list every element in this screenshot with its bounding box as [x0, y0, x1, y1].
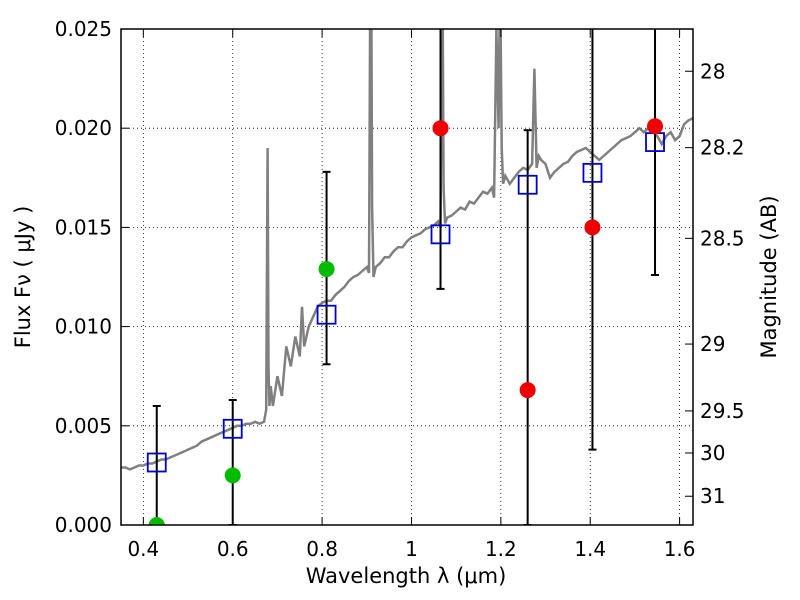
- observed-point-green: [318, 261, 335, 278]
- mag-tick-label: 28.2: [700, 136, 745, 160]
- error-bars: [152, 29, 660, 525]
- observed-point-green: [224, 467, 241, 484]
- model-band-square: [582, 162, 603, 183]
- plot-frame: [120, 28, 694, 526]
- x-axis-title: Wavelength λ (μm): [306, 564, 507, 588]
- model-band-square: [146, 452, 167, 473]
- mag-tick-label: 29.5: [700, 399, 745, 423]
- model-band-square: [222, 418, 243, 439]
- x-tick-label: 1.6: [664, 537, 696, 561]
- y-tick-label: 0.005: [55, 414, 112, 438]
- observed-point-red: [519, 382, 536, 399]
- mag-tick-label: 28: [700, 59, 725, 83]
- y-tick-label: 0.000: [55, 513, 112, 537]
- observed-point-red: [647, 118, 664, 135]
- x-tick-label: 1: [405, 537, 418, 561]
- model-spectrum-line: [121, 29, 693, 471]
- grid-lines: [121, 28, 693, 526]
- right-axis-title: Magnitude (AB): [757, 195, 781, 358]
- mag-tick-label: 31: [700, 484, 725, 508]
- x-tick-label: 0.8: [306, 537, 338, 561]
- model-band-square: [316, 304, 337, 325]
- plot-area: [121, 29, 693, 525]
- model-band-square: [430, 224, 451, 245]
- axis-ticks: 0.4 0.6 0.8 1 1.2 1.4 1.6 0.000 0.005 0.010 0.015 0…: [55, 17, 745, 561]
- observed-point-green: [148, 517, 165, 525]
- y-tick-label: 0.025: [55, 17, 112, 41]
- x-tick-label: 1.4: [574, 537, 606, 561]
- y-tick-label: 0.010: [55, 315, 112, 339]
- x-tick-label: 0.6: [217, 537, 249, 561]
- mag-tick-label: 29: [700, 332, 725, 356]
- observed-point-red: [584, 219, 601, 236]
- y-tick-label: 0.015: [55, 215, 112, 239]
- mag-tick-label: 28.5: [700, 226, 745, 250]
- model-band-markers: [146, 132, 665, 473]
- mag-tick-label: 30: [700, 441, 725, 465]
- x-tick-label: 1.2: [485, 537, 517, 561]
- x-tick-label: 0.4: [127, 537, 159, 561]
- observed-point-red: [432, 120, 449, 137]
- model-band-square: [517, 174, 538, 195]
- y-axis-title: Flux Fν ( μJy ): [11, 206, 35, 349]
- observed-markers: [148, 118, 664, 525]
- y-tick-label: 0.020: [55, 116, 112, 140]
